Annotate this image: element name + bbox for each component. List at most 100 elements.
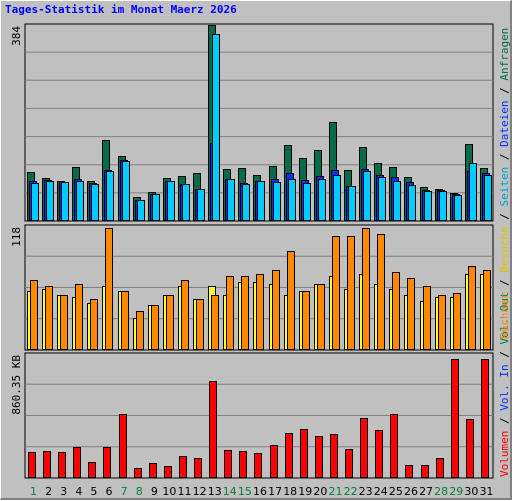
x-tick-label: 20	[313, 485, 327, 498]
rechner-bar	[302, 291, 310, 350]
volumen-bar	[345, 449, 353, 478]
x-tick-label: 9	[151, 485, 158, 498]
seiten-bar	[454, 195, 462, 221]
y-max-label: 118	[10, 227, 23, 247]
volumen-bar	[466, 419, 474, 478]
rechner-bar	[438, 295, 446, 350]
legend-seiten: Seiten	[498, 167, 511, 207]
volumen-bar	[481, 359, 489, 478]
seiten-bar	[91, 184, 99, 221]
volumen-bar	[436, 458, 444, 478]
seiten-bar	[333, 175, 341, 221]
x-tick-label: 11	[178, 485, 192, 498]
seiten-bar	[469, 163, 477, 221]
legend-anfragen: Anfragen	[498, 28, 511, 81]
seiten-bar	[212, 34, 220, 221]
rechner-bar	[136, 311, 144, 350]
x-tick-label: 23	[359, 485, 373, 498]
legend-separator: /	[498, 207, 511, 227]
volumen-bar	[239, 451, 247, 478]
volumen-bar	[209, 381, 217, 478]
rechner-bar	[272, 270, 280, 350]
seiten-bar	[393, 181, 401, 221]
x-tick-label: 4	[75, 485, 82, 498]
volumen-bar	[149, 463, 157, 478]
seiten-bar	[122, 161, 130, 221]
x-tick-label: 27	[419, 485, 433, 498]
rechner-bar	[332, 236, 340, 350]
x-tick-label: 8	[136, 485, 143, 498]
seiten-bar	[76, 181, 84, 221]
x-tick-label: 12	[193, 485, 207, 498]
rechner-bar	[377, 234, 385, 350]
volumen-bar	[119, 414, 127, 478]
x-tick-label: 29	[449, 485, 463, 498]
rechner-bar	[241, 276, 249, 350]
rechner-bar	[347, 236, 355, 350]
legend-dateien: Dateien	[498, 101, 511, 147]
rechner-bar	[468, 266, 476, 350]
seiten-bar	[363, 171, 371, 221]
volumen-bar	[134, 468, 142, 478]
seiten-bar	[61, 182, 69, 221]
volumen-bar	[405, 465, 413, 478]
x-tick-label: 16	[253, 485, 267, 498]
rechner-bar	[45, 286, 53, 350]
rechner-bar	[121, 291, 129, 350]
legend-vol_out: Vol. Out	[498, 292, 511, 345]
rechner-bar	[362, 228, 370, 350]
volumen-bar	[224, 450, 232, 478]
volumen-bar	[270, 445, 278, 478]
side-legend: Volumen / Vol. In / Vol. Out	[498, 292, 511, 477]
x-tick-label: 13	[208, 485, 222, 498]
volumen-bar	[451, 359, 459, 478]
volumen-bar	[164, 466, 172, 478]
rechner-bar	[30, 280, 38, 350]
rechner-bar	[256, 274, 264, 350]
x-tick-label: 30	[464, 485, 478, 498]
side-legend: Rechner / Besuche / Seiten / Dateien / A…	[498, 28, 511, 339]
rechner-bar	[196, 299, 204, 350]
legend-separator: /	[498, 273, 511, 293]
x-tick-label: 5	[90, 485, 97, 498]
rechner-bar	[392, 272, 400, 350]
volumen-bar	[43, 451, 51, 478]
seiten-bar	[348, 186, 356, 221]
legend-separator: /	[498, 345, 511, 365]
x-tick-label: 17	[268, 485, 282, 498]
x-tick-label: 28	[434, 485, 448, 498]
volumen-bar	[360, 418, 368, 478]
seiten-bar	[378, 177, 386, 221]
rechner-bar	[166, 295, 174, 350]
seiten-bar	[257, 181, 265, 221]
x-tick-label: 6	[106, 485, 113, 498]
legend-separator: /	[498, 81, 511, 101]
x-tick-label: 1	[30, 485, 37, 498]
seiten-bar	[273, 182, 281, 221]
page-title: Tages-Statistik im Monat Maerz 2026	[5, 3, 237, 16]
rechner-bar	[90, 299, 98, 350]
volumen-bar	[58, 452, 66, 478]
seiten-bar	[31, 183, 39, 221]
x-tick-label: 22	[344, 485, 358, 498]
legend-separator: /	[498, 411, 511, 431]
seiten-bar	[167, 181, 175, 221]
volumen-bar	[28, 452, 36, 478]
volumen-bar	[285, 433, 293, 478]
rechner-bar	[317, 284, 325, 350]
x-tick-label: 7	[121, 485, 128, 498]
rechner-bar	[483, 270, 491, 350]
rechner-bar	[226, 276, 234, 350]
x-tick-label: 26	[404, 485, 418, 498]
x-tick-label: 31	[479, 485, 493, 498]
seiten-bar	[182, 184, 190, 221]
rechner-bar	[407, 278, 415, 350]
x-tick-label: 21	[328, 485, 342, 498]
seiten-bar	[424, 191, 432, 221]
seiten-bar	[46, 181, 54, 221]
x-tick-label: 25	[389, 485, 403, 498]
seiten-bar	[288, 179, 296, 221]
rechner-bar	[60, 295, 68, 350]
rechner-bar	[181, 280, 189, 350]
